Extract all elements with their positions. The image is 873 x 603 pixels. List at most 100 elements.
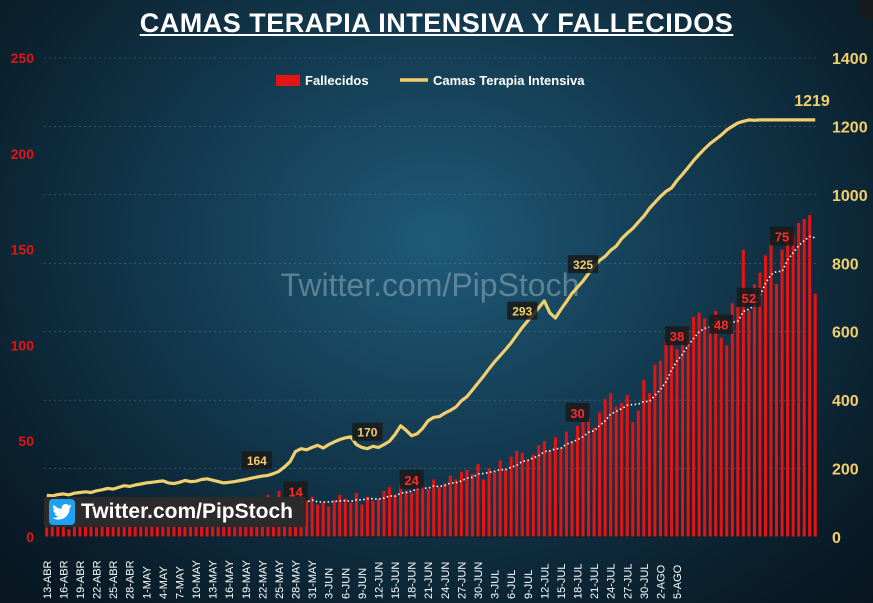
legend-label-beds: Camas Terapia Intensiva bbox=[433, 73, 585, 88]
death-bar bbox=[432, 479, 436, 537]
death-bar bbox=[50, 521, 54, 537]
right-axis-tick: 400 bbox=[832, 393, 859, 410]
death-bar bbox=[542, 441, 546, 537]
death-bar bbox=[117, 517, 121, 537]
x-axis-tick: 28-MAY bbox=[291, 559, 303, 599]
death-bar bbox=[526, 460, 530, 537]
death-bar bbox=[332, 500, 336, 537]
icu-beds-line bbox=[46, 118, 816, 498]
death-bar bbox=[448, 475, 452, 537]
death-bar bbox=[404, 491, 408, 537]
death-bar bbox=[559, 448, 563, 537]
death-bar bbox=[482, 479, 486, 537]
death-bar bbox=[78, 517, 82, 537]
deaths-data-label: 117 bbox=[866, 0, 873, 3]
death-bar bbox=[719, 337, 723, 537]
right-axis-tick: 1200 bbox=[832, 119, 868, 136]
x-axis-tick: 24-JUN bbox=[440, 562, 452, 599]
death-bar bbox=[354, 492, 358, 537]
death-bar bbox=[343, 498, 347, 537]
x-axis-tick: 6-JUL bbox=[506, 570, 518, 599]
x-axis-tick: 25-MAY bbox=[274, 559, 286, 599]
legend-swatch-deaths bbox=[276, 75, 300, 86]
death-bar bbox=[360, 504, 364, 537]
death-bar bbox=[316, 504, 320, 537]
x-axis-tick: 30-JUL bbox=[639, 564, 651, 599]
death-bar bbox=[575, 425, 580, 537]
death-bar bbox=[155, 519, 159, 537]
x-axis-tick: 21-JUN bbox=[423, 562, 435, 599]
x-axis-tick: 24-JUL bbox=[606, 564, 618, 599]
x-axis-tick: 22-ABR bbox=[92, 560, 104, 599]
right-axis-tick: 600 bbox=[832, 325, 859, 342]
beds-label-box bbox=[241, 451, 273, 470]
death-bar bbox=[89, 521, 93, 537]
death-bar bbox=[769, 243, 773, 538]
deaths-data-label: 30 bbox=[570, 406, 584, 421]
death-bar bbox=[465, 469, 469, 537]
death-bar bbox=[338, 494, 342, 537]
deaths-label-box bbox=[283, 481, 308, 501]
death-bar bbox=[813, 293, 817, 537]
death-bar bbox=[487, 468, 491, 537]
death-bar bbox=[515, 450, 519, 537]
twitter-badge-text: Twitter.com/PipStoch bbox=[81, 500, 293, 523]
death-bar bbox=[730, 303, 734, 537]
death-bar bbox=[791, 234, 795, 537]
death-bar bbox=[67, 529, 71, 537]
x-axis-tick: 22-MAY bbox=[257, 559, 269, 599]
death-bar bbox=[150, 517, 154, 537]
death-bar bbox=[553, 437, 557, 537]
death-bar bbox=[531, 454, 535, 537]
deaths-label-box bbox=[399, 469, 424, 489]
death-bar bbox=[631, 422, 635, 537]
death-bar bbox=[736, 307, 740, 537]
right-axis-tick: 1400 bbox=[832, 51, 868, 68]
death-bar bbox=[305, 500, 309, 537]
deaths-data-label: 38 bbox=[670, 329, 684, 344]
death-bar bbox=[786, 230, 790, 537]
death-bar bbox=[653, 364, 657, 537]
x-axis-tick: 27-JUN bbox=[456, 562, 468, 599]
x-axis-tick: 15-JUL bbox=[556, 564, 568, 599]
death-bar bbox=[548, 450, 552, 537]
left-axis-tick: 0 bbox=[26, 529, 34, 545]
x-axis-tick: 5-AGO bbox=[672, 564, 684, 599]
death-bar bbox=[388, 487, 392, 537]
twitter-badge: Twitter.com/PipStoch bbox=[44, 497, 306, 527]
legend-label-deaths: Fallecidos bbox=[305, 73, 369, 88]
death-bar bbox=[642, 379, 646, 537]
death-bar bbox=[399, 483, 403, 537]
death-bar bbox=[459, 471, 463, 537]
x-axis-tick: 19-MAY bbox=[241, 559, 253, 599]
deaths-data-label: 24 bbox=[404, 473, 419, 488]
x-axis-tick: 9-JUL bbox=[523, 570, 535, 599]
death-bar bbox=[56, 525, 60, 537]
death-bar bbox=[128, 519, 132, 537]
death-bar bbox=[327, 506, 331, 537]
beds-label-box bbox=[507, 301, 538, 320]
death-bar bbox=[808, 215, 812, 537]
left-axis-tick: 200 bbox=[11, 146, 35, 162]
deaths-data-label: 48 bbox=[714, 318, 728, 333]
right-axis-tick: 1000 bbox=[832, 188, 868, 205]
death-bar bbox=[758, 272, 762, 537]
death-bar bbox=[725, 345, 729, 537]
right-axis-tick: 200 bbox=[832, 462, 859, 479]
beds-label-box bbox=[567, 255, 599, 274]
x-axis-tick: 16-MAY bbox=[224, 559, 236, 599]
x-axis-tick: 31-MAY bbox=[307, 559, 319, 599]
x-axis-tick: 10-MAY bbox=[191, 559, 203, 599]
x-axis-tick: 18-JUL bbox=[573, 564, 585, 599]
death-bar bbox=[393, 494, 397, 537]
death-bar bbox=[349, 502, 353, 537]
death-bar bbox=[504, 469, 508, 537]
deaths-data-label: 52 bbox=[742, 291, 756, 306]
x-axis-tick: 19-ABR bbox=[75, 560, 87, 599]
watermark-text: Twitter.com/PipStoch bbox=[281, 267, 580, 303]
x-axis-tick: 2-AGO bbox=[655, 564, 667, 599]
death-bar bbox=[61, 519, 65, 537]
deaths-label-box bbox=[770, 226, 795, 246]
